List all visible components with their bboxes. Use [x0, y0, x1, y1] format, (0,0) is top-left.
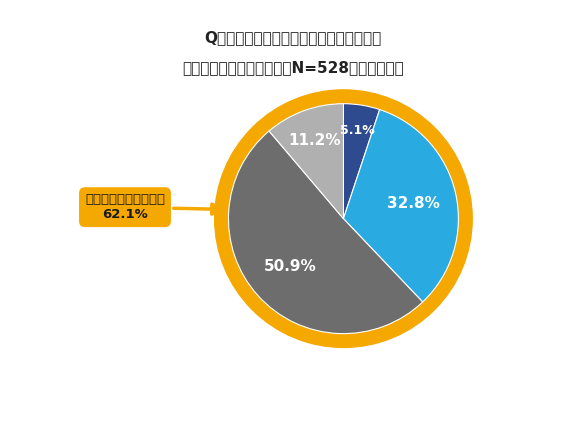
Text: 32.8%: 32.8%: [387, 196, 440, 210]
Wedge shape: [343, 110, 458, 302]
Text: 5.1%: 5.1%: [340, 124, 375, 137]
Wedge shape: [229, 131, 423, 334]
Wedge shape: [269, 103, 343, 219]
Text: 自信がありますか？　（N=528　単一回答）: 自信がありますか？ （N=528 単一回答）: [182, 61, 404, 76]
Wedge shape: [343, 103, 380, 219]
Text: 上手にできないと思う
62.1%: 上手にできないと思う 62.1%: [85, 193, 222, 221]
Text: Q．あなたはこの夏、節電を上手にできる: Q．あなたはこの夏、節電を上手にできる: [205, 30, 381, 45]
Circle shape: [214, 90, 472, 347]
Text: 11.2%: 11.2%: [288, 133, 341, 149]
Text: 50.9%: 50.9%: [264, 259, 317, 274]
